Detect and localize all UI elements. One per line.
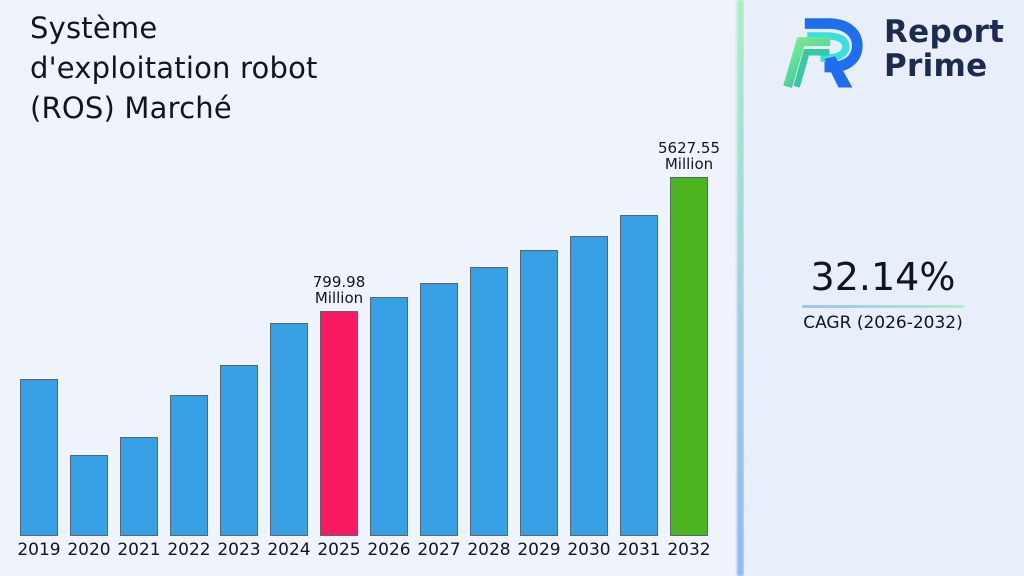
brand-name-line: Report [884,14,1005,50]
x-axis-label-2031: 2031 [617,540,661,560]
cagr-underline [802,305,964,308]
x-axis-label-2025: 2025 [317,540,361,560]
x-axis-label-2028: 2028 [467,540,511,560]
bar-2026 [370,297,408,536]
cagr-label: CAGR (2026-2032) [803,313,963,333]
bar-value-label-line: 5627.55 [657,139,721,157]
bar-value-label-line: 799.98 [312,273,366,291]
report-prime-logo-icon [783,18,863,88]
bar-2025 [320,311,358,536]
brand-name-line: Prime [884,48,988,84]
x-axis-label-2032: 2032 [667,540,711,560]
x-axis-label-2020: 2020 [67,540,111,560]
page-title-line: Système [30,11,158,45]
bar-value-label-line: Million [664,155,714,173]
bar-2030 [570,236,608,536]
side-panel: Report Prime 32.14% CAGR (2026-2032) [744,0,1024,576]
bar-2024 [270,323,308,536]
brand-name: Report Prime [884,15,1004,83]
x-axis-label-2021: 2021 [117,540,161,560]
x-axis-label-2030: 2030 [567,540,611,560]
bar-2031 [620,215,658,536]
x-axis-label-2023: 2023 [217,540,261,560]
bar-2020 [70,455,108,536]
bar-2027 [420,283,458,536]
page-title: Système d'exploitation robot (ROS) March… [30,8,318,128]
x-axis-label-2022: 2022 [167,540,211,560]
page-title-line: (ROS) Marché [30,91,232,125]
cagr-value: 32.14% [810,255,956,299]
cagr-block: 32.14% CAGR (2026-2032) [763,256,1003,333]
bar-2032 [670,177,708,536]
x-axis-label-2027: 2027 [417,540,461,560]
bar-value-label-2025: 799.98 Million [284,274,394,306]
page-title-line: d'exploitation robot [30,51,318,85]
bar-value-label-2032: 5627.55 Million [634,140,744,172]
chart-panel: Système d'exploitation robot (ROS) March… [17,8,721,560]
x-axis-label-2029: 2029 [517,540,561,560]
bar-2028 [470,267,508,536]
panel-divider [737,0,744,576]
bar-2023 [220,365,258,536]
bar-2021 [120,437,158,536]
bar-value-label-line: Million [314,289,364,307]
brand-logo: Report Prime [777,8,1004,90]
x-axis-label-2024: 2024 [267,540,311,560]
bar-2022 [170,395,208,536]
x-axis-label-2026: 2026 [367,540,411,560]
bar-2019 [20,379,58,536]
x-axis-label-2019: 2019 [17,540,61,560]
bar-2029 [520,250,558,536]
